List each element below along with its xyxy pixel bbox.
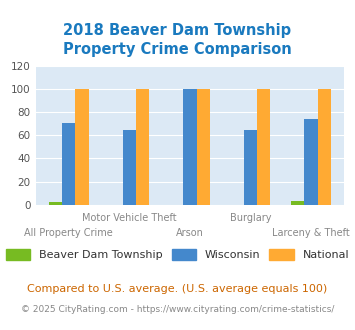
Bar	[244, 129, 257, 205]
Bar	[136, 89, 149, 205]
Bar	[183, 89, 197, 205]
Text: © 2025 CityRating.com - https://www.cityrating.com/crime-statistics/: © 2025 CityRating.com - https://www.city…	[21, 305, 334, 314]
Bar	[318, 89, 331, 205]
Text: Arson: Arson	[176, 228, 204, 238]
Bar	[62, 123, 76, 205]
Text: Motor Vehicle Theft: Motor Vehicle Theft	[82, 213, 177, 223]
Text: 2018 Beaver Dam Township
Property Crime Comparison: 2018 Beaver Dam Township Property Crime …	[63, 23, 292, 57]
Text: All Property Crime: All Property Crime	[24, 228, 113, 238]
Bar	[49, 202, 62, 205]
Bar	[123, 129, 136, 205]
Bar	[76, 89, 89, 205]
Bar	[291, 201, 304, 205]
Text: Burglary: Burglary	[230, 213, 271, 223]
Legend: Beaver Dam Township, Wisconsin, National: Beaver Dam Township, Wisconsin, National	[1, 245, 354, 265]
Bar	[304, 119, 318, 205]
Text: Compared to U.S. average. (U.S. average equals 100): Compared to U.S. average. (U.S. average …	[27, 284, 328, 294]
Text: Larceny & Theft: Larceny & Theft	[272, 228, 350, 238]
Bar	[257, 89, 271, 205]
Bar	[197, 89, 210, 205]
